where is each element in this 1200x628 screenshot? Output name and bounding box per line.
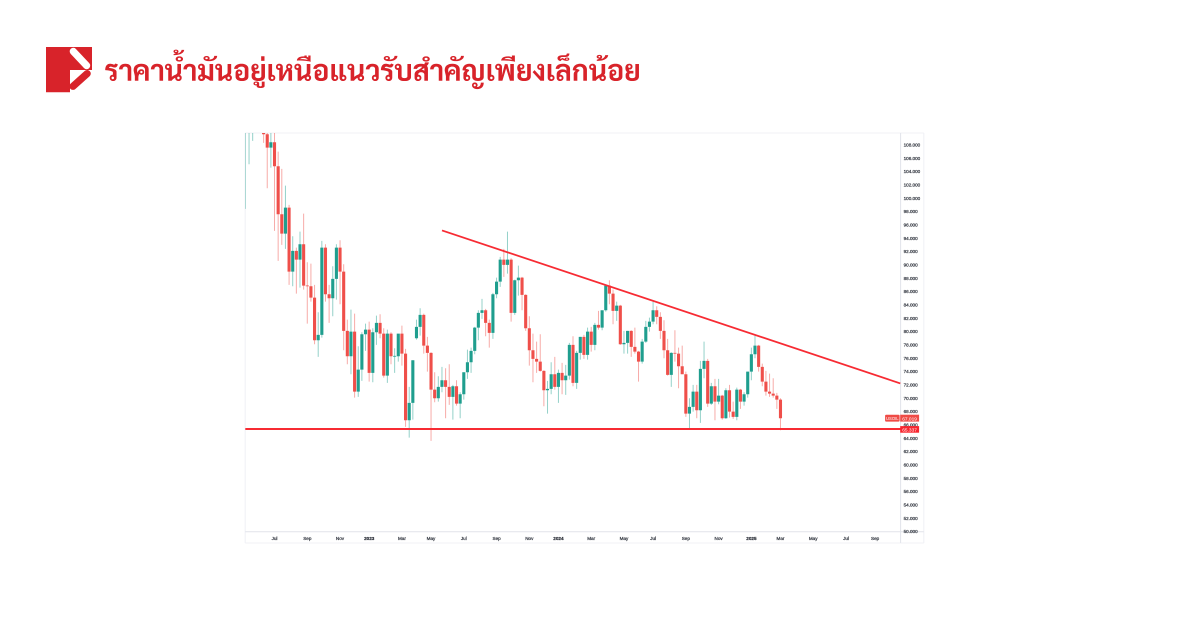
svg-text:2023: 2023: [364, 536, 375, 541]
svg-text:54.000: 54.000: [904, 503, 918, 508]
svg-text:Sep: Sep: [682, 536, 691, 541]
svg-text:2024: 2024: [553, 536, 564, 541]
svg-text:62.000: 62.000: [904, 449, 918, 454]
svg-text:Jul: Jul: [843, 536, 849, 541]
svg-text:106.000: 106.000: [904, 156, 921, 161]
svg-text:84.000: 84.000: [904, 303, 918, 308]
svg-text:Mar: Mar: [587, 536, 595, 541]
svg-text:88.000: 88.000: [904, 276, 918, 281]
svg-text:Nov: Nov: [525, 536, 534, 541]
svg-text:52.000: 52.000: [904, 516, 918, 521]
svg-text:Jul: Jul: [650, 536, 656, 541]
svg-text:USOIL: USOIL: [886, 416, 899, 421]
svg-text:92.000: 92.000: [904, 249, 918, 254]
svg-text:Jul: Jul: [461, 536, 467, 541]
svg-text:Sep: Sep: [493, 536, 502, 541]
svg-text:Jul: Jul: [272, 536, 278, 541]
svg-text:May: May: [809, 536, 818, 541]
svg-text:May: May: [427, 536, 436, 541]
svg-text:72.000: 72.000: [904, 383, 918, 388]
svg-text:56.000: 56.000: [904, 489, 918, 494]
svg-text:78.000: 78.000: [904, 343, 918, 348]
svg-text:64.000: 64.000: [904, 436, 918, 441]
svg-text:90.000: 90.000: [904, 263, 918, 268]
svg-text:108.000: 108.000: [904, 143, 921, 148]
svg-text:50.000: 50.000: [904, 529, 918, 534]
svg-text:96.000: 96.000: [904, 223, 918, 228]
svg-text:76.000: 76.000: [904, 356, 918, 361]
svg-text:Nov: Nov: [336, 536, 345, 541]
svg-text:82.000: 82.000: [904, 316, 918, 321]
svg-text:65.337: 65.337: [902, 428, 917, 434]
svg-text:60.000: 60.000: [904, 463, 918, 468]
svg-text:68.000: 68.000: [904, 409, 918, 414]
svg-text:67.019: 67.019: [902, 416, 917, 422]
svg-text:70.000: 70.000: [904, 396, 918, 401]
svg-text:100.000: 100.000: [904, 196, 921, 201]
svg-text:Mar: Mar: [777, 536, 785, 541]
svg-text:86.000: 86.000: [904, 289, 918, 294]
svg-text:Nov: Nov: [715, 536, 724, 541]
svg-text:Sep: Sep: [303, 536, 312, 541]
svg-text:Sep: Sep: [871, 536, 880, 541]
svg-text:58.000: 58.000: [904, 476, 918, 481]
svg-text:80.000: 80.000: [904, 329, 918, 334]
svg-text:2025: 2025: [746, 536, 757, 541]
svg-text:98.000: 98.000: [904, 209, 918, 214]
svg-text:104.000: 104.000: [904, 169, 921, 174]
svg-text:102.000: 102.000: [904, 183, 921, 188]
svg-text:Mar: Mar: [398, 536, 406, 541]
svg-text:94.000: 94.000: [904, 236, 918, 241]
svg-text:May: May: [620, 536, 629, 541]
svg-text:74.000: 74.000: [904, 369, 918, 374]
svg-text:66.000: 66.000: [904, 423, 918, 428]
